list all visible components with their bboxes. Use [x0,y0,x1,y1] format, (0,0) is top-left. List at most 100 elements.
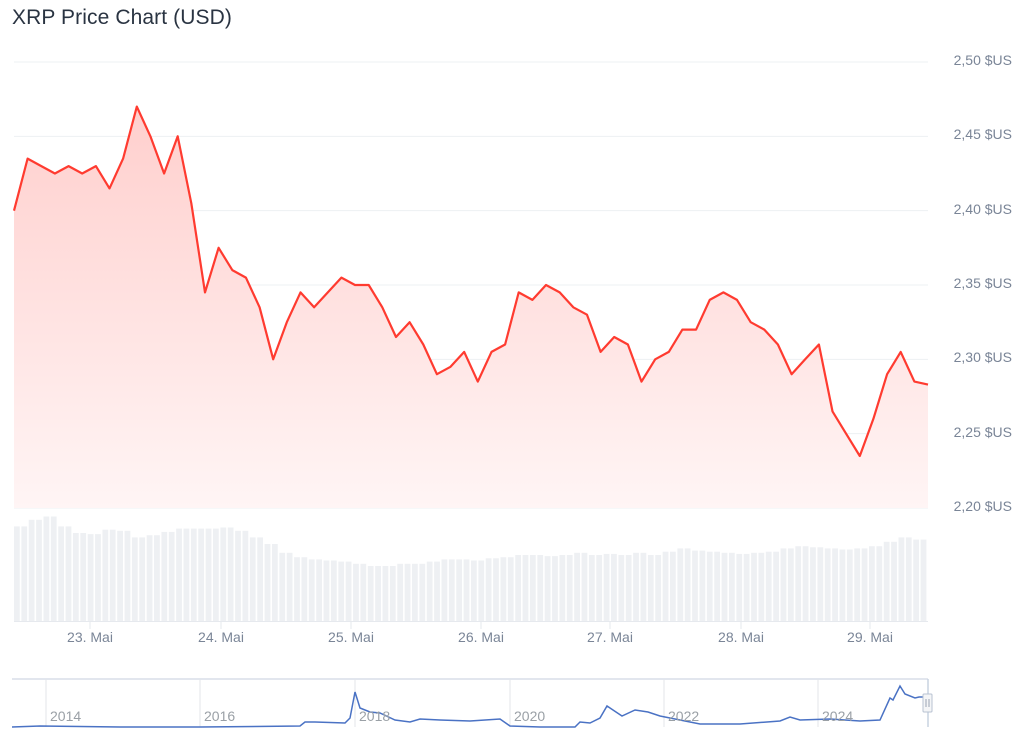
volume-bar [898,537,905,621]
volume-bar [43,516,50,621]
volume-bar [507,557,514,621]
volume-bar [463,559,470,621]
navigator-year-label: 2014 [50,708,82,724]
volume-bar [824,548,831,621]
volume-bar [220,527,227,621]
volume-bar [360,563,367,621]
volume-bar [721,552,728,621]
y-axis-tick-label: 2,30 $US [953,349,1012,366]
volume-bar [279,552,286,621]
volume-bar [404,563,411,621]
volume-bar [662,551,669,621]
y-axis-tick-label: 2,50 $US [953,52,1012,68]
volume-bar [817,547,824,621]
volume-bar [883,541,890,621]
volume-bar [249,537,256,621]
volume-bar [154,535,160,621]
volume-bar [412,563,418,621]
volume-bar [876,546,883,621]
navigator-year-label: 2024 [822,708,854,724]
volume-bar [537,555,544,621]
drag-handle-icon[interactable] [922,693,933,713]
volume-bar [235,530,241,621]
volume-bar [375,566,381,621]
volume-bar [566,555,573,621]
y-axis-tick-label: 2,35 $US [953,275,1012,291]
volume-bar [559,555,566,621]
volume-bar [345,561,352,621]
volume-bar [382,566,389,621]
volume-bar [736,553,743,621]
volume-bar [611,553,617,621]
volume-bar [286,552,293,621]
volume-bar [190,528,197,621]
volume-bar [677,548,684,621]
volume-bar [588,555,595,621]
x-axis-tick-label: 24. Mai [198,629,244,645]
volume-bar [846,549,853,621]
volume-bar [596,555,603,621]
volume-bar [21,526,28,621]
volume-bar [80,533,87,621]
price-area-fill [14,106,928,508]
volume-bar [471,560,477,621]
volume-bar [58,526,64,621]
volume-bar [552,556,558,621]
volume-bar [271,544,278,621]
volume-bar [891,541,897,621]
volume-bar [670,551,676,621]
volume-bar [72,533,79,621]
volume-bar [493,558,499,621]
x-axis-tick-label: 29. Mai [847,629,893,645]
volume-bar [456,559,463,621]
volume-bar [574,552,580,621]
x-axis-tick-label: 26. Mai [458,629,504,645]
navigator-year-label: 2018 [359,708,391,724]
volume-bar [448,559,455,621]
volume-bar [810,547,816,621]
x-axis-tick-label: 25. Mai [328,629,374,645]
volume-bar [338,561,345,621]
x-axis-tick-label: 27. Mai [587,629,633,645]
volume-bar [419,563,426,621]
volume-bar [920,539,927,621]
volume-bar [802,546,809,621]
volume-bar [795,546,802,621]
volume-bar [618,555,625,621]
price-line[interactable] [12,105,929,458]
volume-bar [544,556,551,621]
volume-bar [529,555,536,621]
volume-bar [728,552,735,621]
volume-bar [905,537,912,621]
volume-bar [168,531,175,621]
navigator-year-label: 2022 [668,708,700,724]
volume-bar [743,553,750,621]
y-axis-tick-label: 2,45 $US [953,126,1012,143]
volume-bar [294,557,300,621]
volume-bar [780,548,787,621]
volume-bar [699,550,706,621]
volume-bar [787,548,794,621]
volume-bar [301,557,308,621]
volume-bar [308,559,315,621]
navigator-year-label: 2016 [204,708,236,724]
volume-bar [485,558,492,621]
volume-bar [861,548,868,621]
volume-bar [839,549,846,621]
volume-bar [522,555,529,621]
volume-bar [397,563,404,621]
volume-bar [426,561,433,621]
volume-bar [633,552,639,621]
volume-bar [50,516,57,621]
volume-bar [625,555,632,621]
volume-bar [183,528,190,621]
volume-bar [161,531,168,621]
volume-bar [758,552,765,621]
x-axis-tick-label: 28. Mai [718,629,764,645]
volume-bar [478,560,485,621]
volume-bar [28,519,35,621]
volume-bar [434,561,440,621]
volume-bar [95,534,101,621]
volume-bar [692,550,698,621]
